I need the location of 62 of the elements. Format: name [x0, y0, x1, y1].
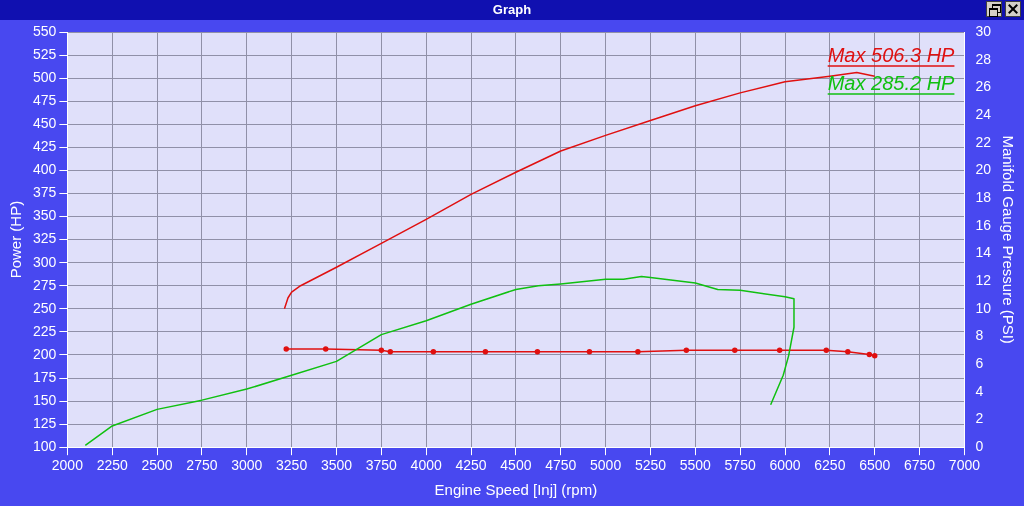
y2-tick-label: 10 — [975, 299, 992, 316]
y-tick-label: 300 — [33, 253, 57, 270]
y-tick-label: 425 — [33, 138, 57, 155]
y-tick-label: 450 — [33, 115, 57, 132]
x-tick-label: 6000 — [769, 457, 801, 474]
x-tick-label: 5750 — [724, 457, 756, 474]
x-tick-label: 3000 — [231, 457, 263, 474]
y-tick-label: 500 — [33, 68, 57, 85]
y-tick-label: 275 — [33, 276, 57, 293]
y-tick-label: 225 — [33, 322, 57, 339]
annotation: Max 285.2 HP — [827, 72, 956, 94]
x-tick-label: 3750 — [365, 457, 398, 474]
x-tick-label: 6250 — [814, 457, 846, 474]
x-tick-label: 5500 — [679, 457, 712, 474]
y-axis-title: Power (HP) — [7, 200, 25, 279]
x-tick-label: 4250 — [455, 457, 487, 474]
x-tick-label: 2000 — [51, 457, 84, 474]
y2-tick-label: 12 — [975, 271, 992, 288]
y-tick-label: 400 — [33, 161, 57, 178]
y2-tick-label: 22 — [975, 133, 992, 150]
y2-tick-label: 8 — [975, 327, 984, 344]
x-tick-label: 5000 — [590, 457, 622, 474]
y2-tick-label: 26 — [975, 78, 992, 95]
y-tick-label: 100 — [33, 438, 57, 455]
y2-tick-label: 4 — [975, 382, 984, 399]
y-tick-label: 125 — [33, 414, 57, 431]
x-tick-label: 7000 — [948, 457, 981, 474]
y-tick-label: 550 — [33, 22, 57, 39]
y2-tick-label: 6 — [975, 355, 984, 372]
y-tick-label: 150 — [33, 391, 57, 408]
x-tick-label: 4500 — [500, 457, 532, 474]
x-tick-label: 3500 — [320, 457, 353, 474]
y-tick-label: 475 — [33, 92, 57, 109]
y2-tick-label: 30 — [975, 22, 992, 39]
annotation: Max 506.3 HP — [827, 44, 956, 66]
x-tick-label: 5250 — [634, 457, 667, 474]
chart-title: Graph — [492, 2, 532, 17]
y2-tick-label: 2 — [975, 410, 984, 427]
y2-tick-label: 20 — [975, 161, 992, 178]
y2-axis-title: Manifold Gauge Pressure (PSI) — [999, 135, 1017, 344]
x-tick-label: 3250 — [276, 457, 308, 474]
y-tick-label: 175 — [33, 368, 57, 385]
y-tick-label: 250 — [33, 299, 57, 316]
y2-tick-label: 18 — [975, 188, 992, 205]
y2-tick-label: 24 — [975, 105, 992, 122]
x-tick-label: 6500 — [859, 457, 891, 474]
x-tick-label: 2750 — [186, 457, 218, 474]
x-tick-label: 2250 — [96, 457, 128, 474]
x-tick-label: 2500 — [141, 457, 173, 474]
y-tick-label: 200 — [33, 345, 57, 362]
x-tick-label: 4000 — [410, 457, 442, 474]
y2-tick-label: 0 — [975, 438, 984, 455]
y2-tick-label: 28 — [975, 50, 992, 67]
y-tick-label: 525 — [33, 45, 57, 62]
y2-tick-label: 16 — [975, 216, 992, 233]
x-tick-label: 4750 — [545, 457, 577, 474]
x-axis-title: Engine Speed [Inj] (rpm) — [434, 481, 598, 499]
y2-tick-label: 14 — [975, 244, 992, 261]
y-tick-label: 375 — [33, 184, 57, 201]
y-tick-label: 325 — [33, 230, 57, 247]
x-tick-label: 6750 — [904, 457, 936, 474]
y-tick-label: 350 — [33, 207, 57, 224]
